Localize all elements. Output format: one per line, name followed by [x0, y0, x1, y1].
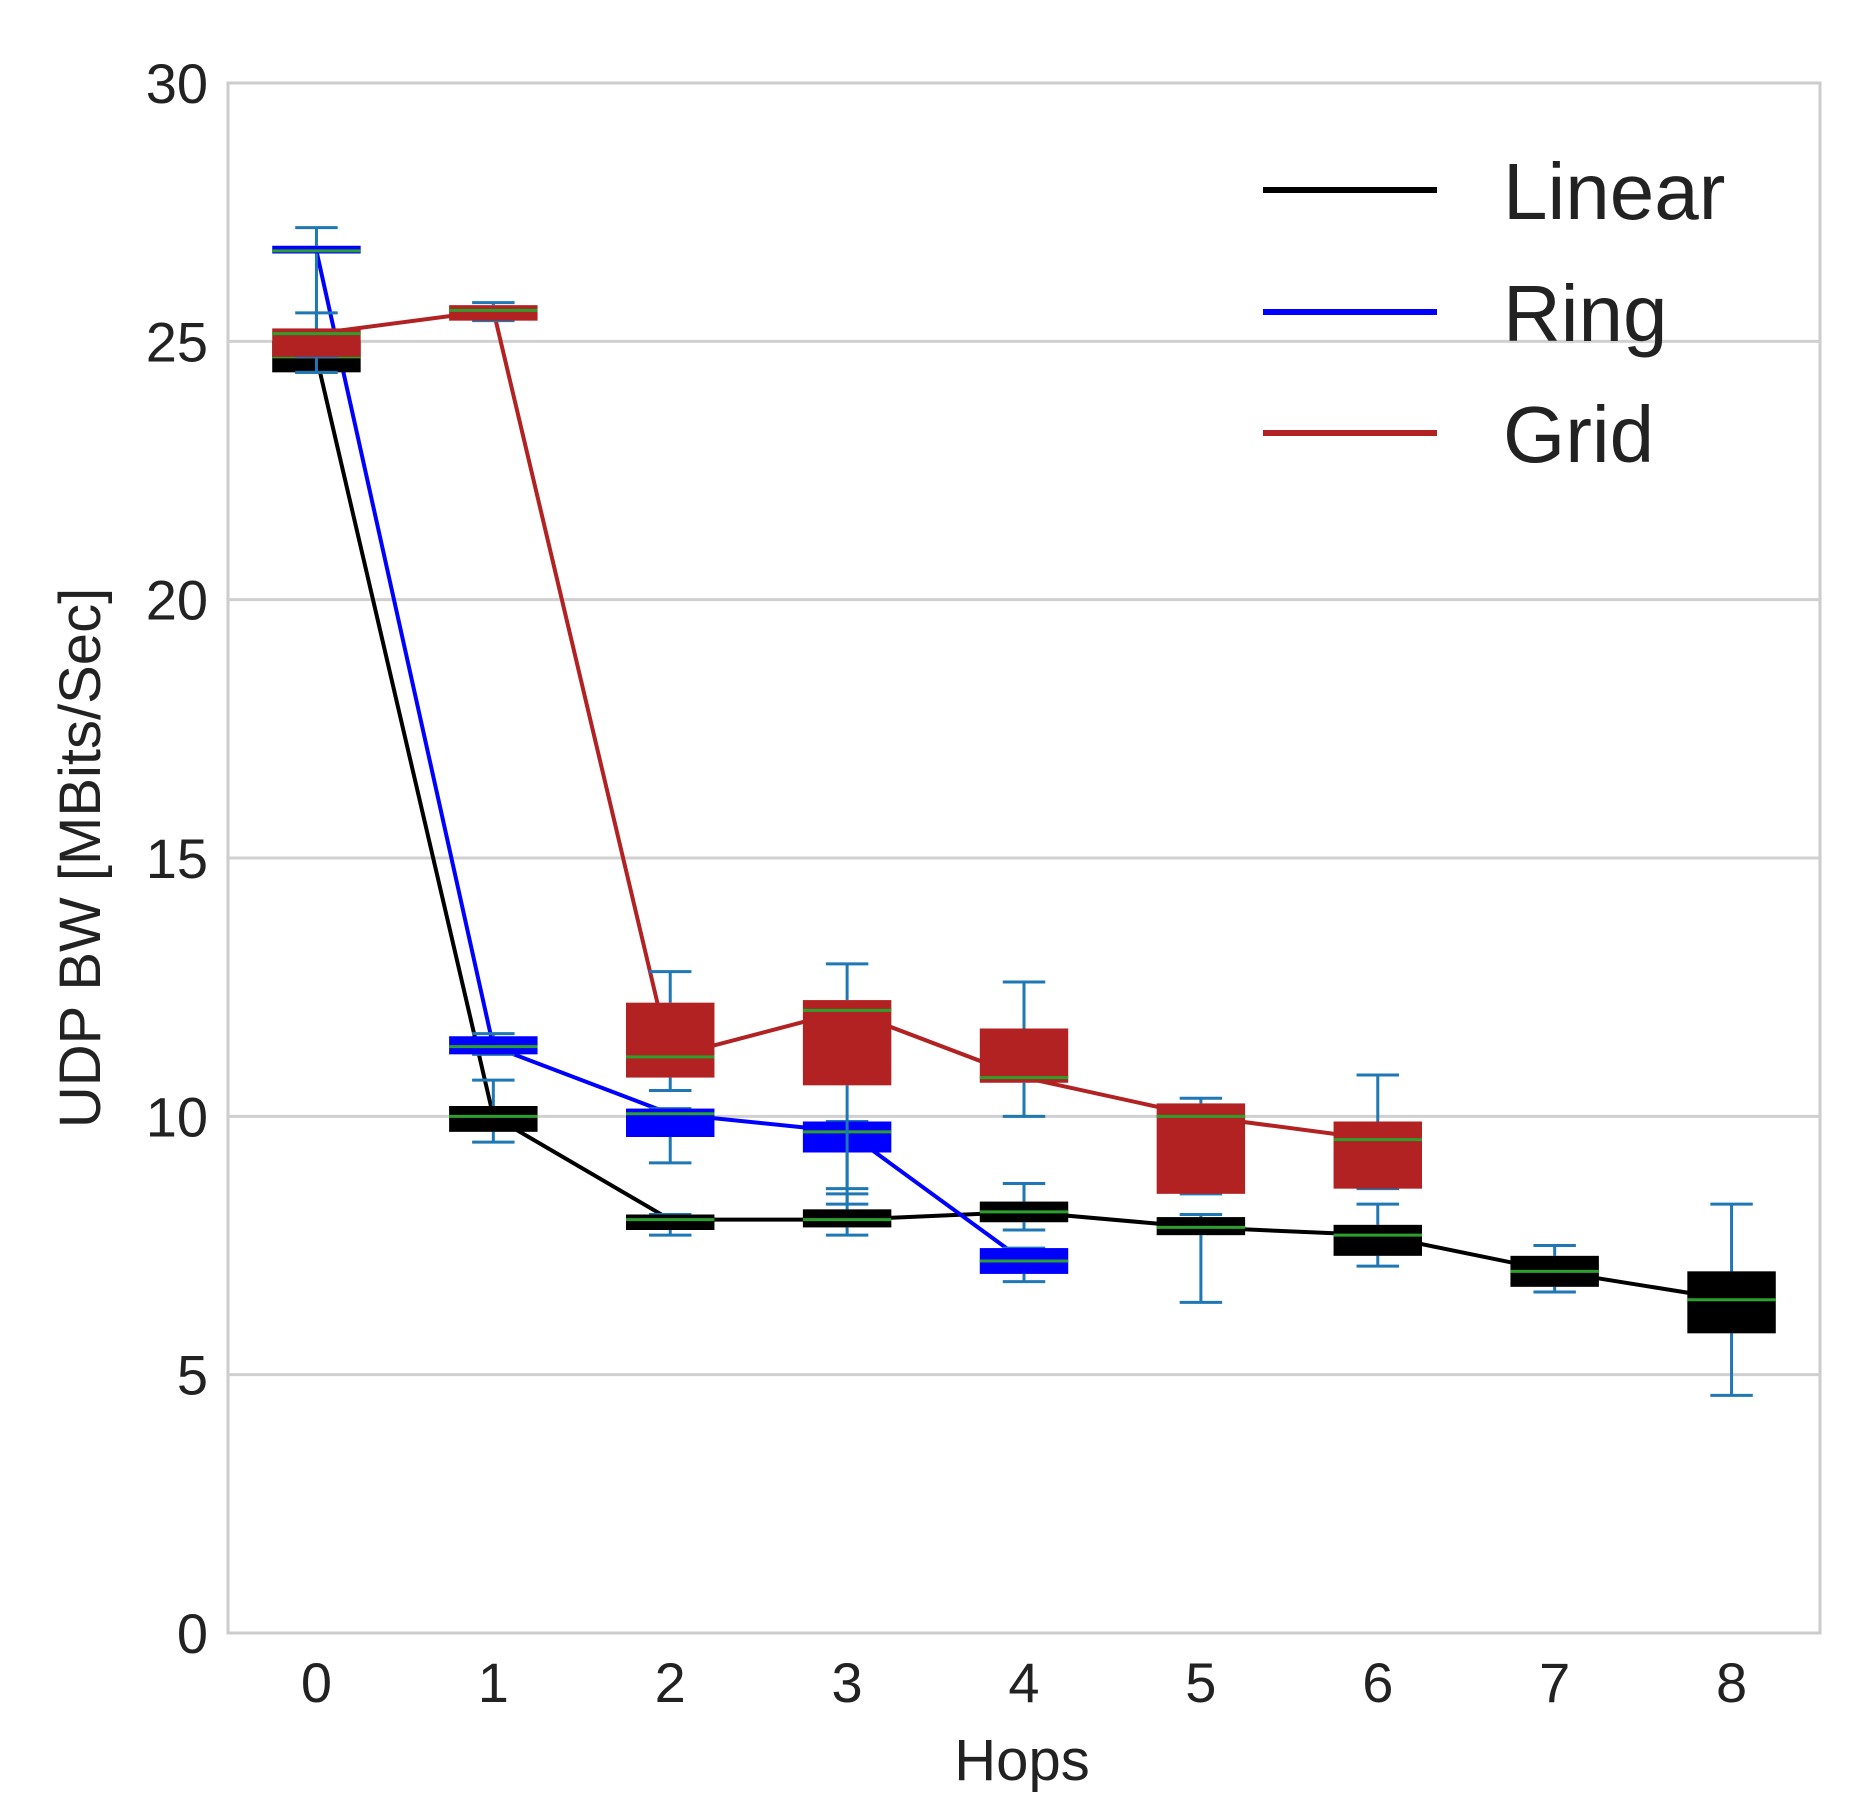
x-axis-title: Hops [954, 1728, 1089, 1793]
box-body [1156, 1103, 1246, 1194]
box-grid-0 [272, 311, 361, 359]
box-body [1687, 1271, 1776, 1334]
box-plots [272, 226, 1776, 1397]
y-tick-label: 0 [177, 1602, 208, 1665]
box-grid-5 [1156, 1096, 1246, 1196]
box-grid-4 [979, 980, 1069, 1118]
x-tick-label: 0 [301, 1651, 332, 1714]
box-linear-6 [1333, 1202, 1422, 1268]
box-ring-4 [979, 1246, 1069, 1284]
box-linear-8 [1687, 1202, 1776, 1397]
legend-label-linear: Linear [1503, 147, 1725, 236]
x-tick-label: 7 [1539, 1651, 1570, 1714]
x-tick-labels: 0 1 2 3 4 5 6 7 8 [301, 1651, 1747, 1714]
x-tick-label: 5 [1185, 1651, 1216, 1714]
x-tick-label: 1 [478, 1651, 509, 1714]
y-tick-label: 15 [146, 827, 208, 890]
legend: Linear Ring Grid [1263, 147, 1725, 479]
y-tick-label: 20 [146, 569, 208, 632]
box-body [1333, 1121, 1422, 1189]
box-ring-2 [626, 1107, 715, 1165]
y-tick-labels: 0 5 10 15 20 25 30 [146, 52, 208, 1665]
legend-label-ring: Ring [1503, 269, 1668, 358]
x-tick-label: 2 [655, 1651, 686, 1714]
box-body [449, 305, 538, 321]
box-linear-5 [1156, 1213, 1246, 1304]
box-body [1333, 1224, 1422, 1256]
box-linear-7 [1510, 1244, 1599, 1294]
box-linear-4 [979, 1182, 1069, 1232]
box-body [979, 1028, 1069, 1083]
box-body [626, 1002, 715, 1078]
y-tick-label: 5 [177, 1344, 208, 1407]
box-body [626, 1214, 715, 1230]
box-grid-2 [626, 970, 715, 1092]
box-grid-6 [1333, 1073, 1422, 1191]
x-tick-label: 4 [1008, 1651, 1039, 1714]
box-linear-2 [626, 1213, 715, 1237]
y-axis-title: UDP BW [MBits/Sec] [48, 588, 113, 1128]
box-linear-1 [449, 1078, 538, 1144]
box-grid-1 [449, 301, 538, 323]
box-ring-1 [449, 1032, 538, 1056]
x-tick-label: 6 [1362, 1651, 1393, 1714]
legend-label-grid: Grid [1503, 390, 1654, 479]
box-body [802, 1000, 892, 1086]
box-body [449, 1106, 538, 1132]
y-tick-label: 10 [146, 1085, 208, 1148]
y-tick-label: 25 [146, 310, 208, 373]
y-tick-label: 30 [146, 52, 208, 115]
x-tick-label: 8 [1716, 1651, 1747, 1714]
box-grid-3 [802, 962, 892, 1206]
x-tick-label: 3 [832, 1651, 863, 1714]
